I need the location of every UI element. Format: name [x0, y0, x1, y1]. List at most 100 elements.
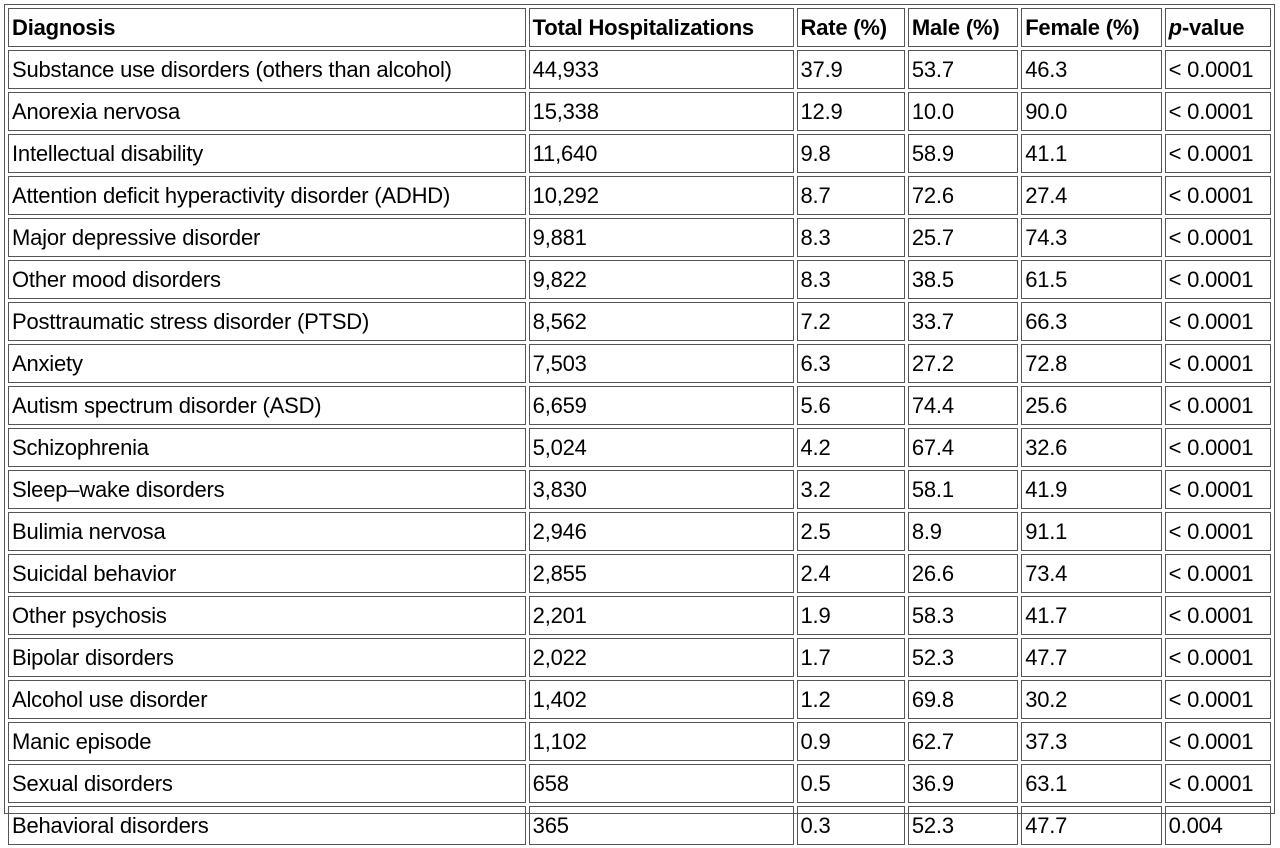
- header-diagnosis: Diagnosis: [8, 8, 526, 47]
- cell-rate: 0.3: [796, 806, 905, 845]
- cell-total-hospitalizations: 658: [528, 764, 794, 803]
- cell-p-value: 0.004: [1164, 806, 1271, 845]
- cell-total-hospitalizations: 15,338: [528, 92, 794, 131]
- cell-diagnosis: Anxiety: [8, 344, 526, 383]
- cell-female: 61.5: [1021, 260, 1162, 299]
- cell-male: 62.7: [907, 722, 1019, 761]
- cell-p-value: < 0.0001: [1164, 596, 1271, 635]
- table-row: Posttraumatic stress disorder (PTSD) 8,56…: [8, 302, 1271, 341]
- cell-rate: 1.7: [796, 638, 905, 677]
- cell-total-hospitalizations: 6,659: [528, 386, 794, 425]
- cell-rate: 9.8: [796, 134, 905, 173]
- cell-diagnosis: Bipolar disorders: [8, 638, 526, 677]
- cell-diagnosis: Posttraumatic stress disorder (PTSD): [8, 302, 526, 341]
- cell-diagnosis: Behavioral disorders: [8, 806, 526, 845]
- cell-rate: 6.3: [796, 344, 905, 383]
- cell-diagnosis: Intellectual disability: [8, 134, 526, 173]
- cell-rate: 5.6: [796, 386, 905, 425]
- cell-total-hospitalizations: 3,830: [528, 470, 794, 509]
- cell-total-hospitalizations: 7,503: [528, 344, 794, 383]
- cell-rate: 3.2: [796, 470, 905, 509]
- header-female: Female (%): [1021, 8, 1162, 47]
- cell-p-value: < 0.0001: [1164, 302, 1271, 341]
- table-row: Other mood disorders 9,822 8.3 38.5 61.5 < 0.…: [8, 260, 1271, 299]
- cell-total-hospitalizations: 2,201: [528, 596, 794, 635]
- cell-diagnosis: Other psychosis: [8, 596, 526, 635]
- cell-male: 67.4: [907, 428, 1019, 467]
- cell-rate: 7.2: [796, 302, 905, 341]
- cell-male: 33.7: [907, 302, 1019, 341]
- cell-rate: 0.9: [796, 722, 905, 761]
- cell-diagnosis: Sleep–wake disorders: [8, 470, 526, 509]
- table-row: Manic episode 1,102 0.9 62.7 37.3 < 0.0001: [8, 722, 1271, 761]
- cell-female: 32.6: [1021, 428, 1162, 467]
- table-row: Intellectual disability 11,640 9.8 58.9 41.1…: [8, 134, 1271, 173]
- cell-p-value: < 0.0001: [1164, 512, 1271, 551]
- header-p-suffix: -value: [1181, 15, 1245, 40]
- table-row: Anxiety 7,503 6.3 27.2 72.8 < 0.0001: [8, 344, 1271, 383]
- table-row: Anorexia nervosa 15,338 12.9 10.0 90.0 < 0.00…: [8, 92, 1271, 131]
- table-row: Alcohol use disorder 1,402 1.2 69.8 30.2 < 0.…: [8, 680, 1271, 719]
- table-row: Major depressive disorder 9,881 8.3 25.7 74.…: [8, 218, 1271, 257]
- cell-p-value: < 0.0001: [1164, 470, 1271, 509]
- table-row: Attention deficit hyperactivity disorder…: [8, 176, 1271, 215]
- cell-male: 58.1: [907, 470, 1019, 509]
- cell-male: 10.0: [907, 92, 1019, 131]
- table-row: Autism spectrum disorder (ASD) 6,659 5.6 74…: [8, 386, 1271, 425]
- cell-female: 73.4: [1021, 554, 1162, 593]
- table-row: Schizophrenia 5,024 4.2 67.4 32.6 < 0.0001: [8, 428, 1271, 467]
- table-row: Other psychosis 2,201 1.9 58.3 41.7 < 0.0001: [8, 596, 1271, 635]
- header-p-italic: p: [1168, 15, 1182, 40]
- table-row: Behavioral disorders 365 0.3 52.3 47.7 0.004: [8, 806, 1271, 845]
- cell-p-value: < 0.0001: [1164, 92, 1271, 131]
- table-header-row: Diagnosis Total Hospitalizations Rate (%…: [8, 8, 1271, 47]
- cell-diagnosis: Suicidal behavior: [8, 554, 526, 593]
- cell-male: 27.2: [907, 344, 1019, 383]
- cell-p-value: < 0.0001: [1164, 386, 1271, 425]
- cell-total-hospitalizations: 2,022: [528, 638, 794, 677]
- cell-female: 30.2: [1021, 680, 1162, 719]
- cell-female: 63.1: [1021, 764, 1162, 803]
- cell-rate: 8.3: [796, 218, 905, 257]
- table-row: Bipolar disorders 2,022 1.7 52.3 47.7 < 0.000…: [8, 638, 1271, 677]
- cell-diagnosis: Attention deficit hyperactivity disorder…: [8, 176, 526, 215]
- cell-p-value: < 0.0001: [1164, 344, 1271, 383]
- cell-total-hospitalizations: 9,881: [528, 218, 794, 257]
- cell-female: 91.1: [1021, 512, 1162, 551]
- cell-total-hospitalizations: 44,933: [528, 50, 794, 89]
- cell-total-hospitalizations: 2,946: [528, 512, 794, 551]
- cell-rate: 37.9: [796, 50, 905, 89]
- cell-p-value: < 0.0001: [1164, 176, 1271, 215]
- cell-total-hospitalizations: 365: [528, 806, 794, 845]
- cell-male: 36.9: [907, 764, 1019, 803]
- cell-female: 41.9: [1021, 470, 1162, 509]
- cell-total-hospitalizations: 1,402: [528, 680, 794, 719]
- cell-female: 41.1: [1021, 134, 1162, 173]
- cell-male: 52.3: [907, 806, 1019, 845]
- table-row: Substance use disorders (others than alc…: [8, 50, 1271, 89]
- cell-male: 38.5: [907, 260, 1019, 299]
- cell-male: 58.9: [907, 134, 1019, 173]
- cell-total-hospitalizations: 10,292: [528, 176, 794, 215]
- cell-male: 74.4: [907, 386, 1019, 425]
- cell-rate: 1.2: [796, 680, 905, 719]
- cell-p-value: < 0.0001: [1164, 722, 1271, 761]
- cell-female: 47.7: [1021, 806, 1162, 845]
- cell-female: 27.4: [1021, 176, 1162, 215]
- hospitalizations-table: Diagnosis Total Hospitalizations Rate (%…: [5, 5, 1274, 848]
- cell-rate: 4.2: [796, 428, 905, 467]
- cell-total-hospitalizations: 11,640: [528, 134, 794, 173]
- cell-female: 41.7: [1021, 596, 1162, 635]
- cell-p-value: < 0.0001: [1164, 260, 1271, 299]
- cell-p-value: < 0.0001: [1164, 554, 1271, 593]
- cell-diagnosis: Other mood disorders: [8, 260, 526, 299]
- header-male: Male (%): [907, 8, 1019, 47]
- cell-p-value: < 0.0001: [1164, 638, 1271, 677]
- hospitalizations-table-frame: Diagnosis Total Hospitalizations Rate (%…: [4, 4, 1275, 845]
- cell-diagnosis: Alcohol use disorder: [8, 680, 526, 719]
- cell-total-hospitalizations: 2,855: [528, 554, 794, 593]
- cell-rate: 8.3: [796, 260, 905, 299]
- cell-male: 52.3: [907, 638, 1019, 677]
- cell-female: 72.8: [1021, 344, 1162, 383]
- cell-diagnosis: Sexual disorders: [8, 764, 526, 803]
